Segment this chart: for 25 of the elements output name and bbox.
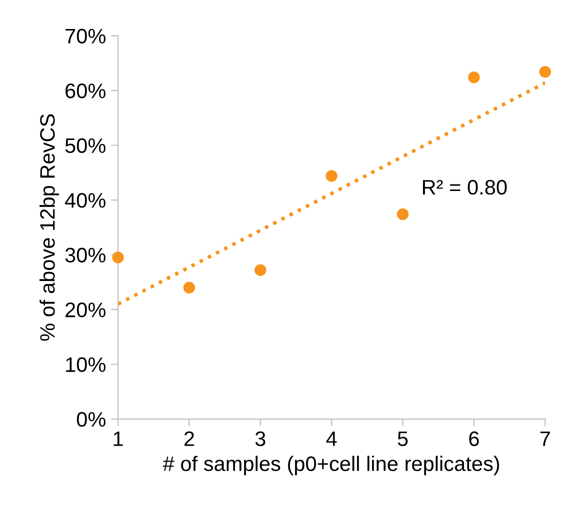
y-tick-label: 60% (66, 84, 106, 98)
x-tick-label: 5 (398, 432, 408, 446)
x-tick-label: 2 (184, 431, 194, 446)
y-tick-label: 0% (76, 412, 106, 427)
point (112, 252, 124, 264)
point (254, 264, 266, 276)
x-tick-label: 3 (255, 431, 266, 446)
y-tick-label: 70% (66, 28, 106, 44)
y-tick-label: 10% (66, 357, 106, 372)
point (396, 208, 409, 220)
x-tick-label: 4 (326, 432, 337, 446)
point (326, 170, 338, 182)
x-tick-label: 6 (469, 431, 479, 446)
annotation: R² = 0.80 (422, 180, 507, 195)
point (468, 72, 480, 84)
x-axis-title: # of samples (p0+cell line replicates) (162, 456, 500, 476)
y-tick-label: 20% (66, 302, 106, 318)
y-tick-label: 30% (65, 248, 106, 263)
x-tick-label: 1 (114, 432, 123, 446)
y-axis-title: % of above 12bp RevCS (40, 114, 59, 341)
y-tick-label: 40% (64, 193, 106, 208)
point (183, 282, 196, 294)
point (539, 66, 551, 78)
y-tick-label: 50% (65, 138, 106, 154)
x-tick-label: 7 (540, 432, 550, 446)
